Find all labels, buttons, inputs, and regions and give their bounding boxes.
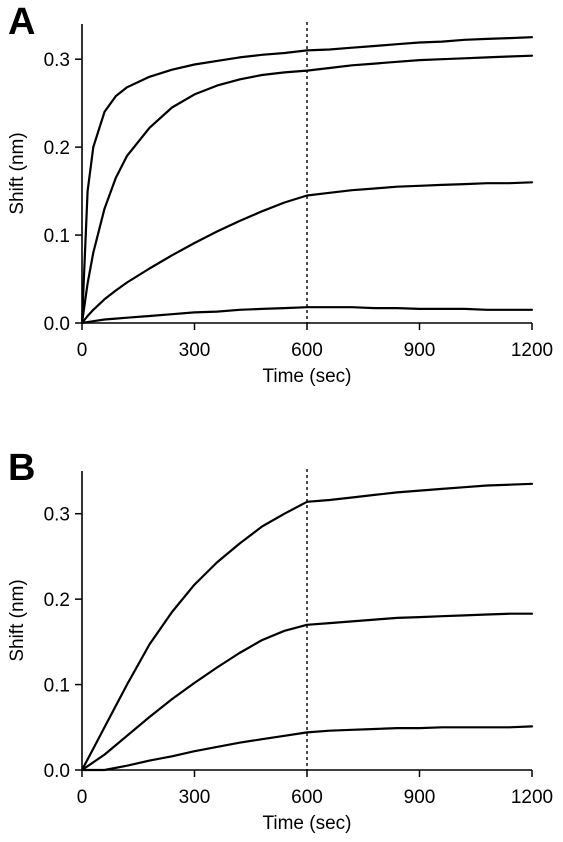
panel-a-x-tick-label: 600 (291, 340, 323, 361)
panel-b-series-3-line (80, 725, 534, 772)
panel-a-y-tick-label: 0.3 (44, 50, 70, 71)
panel-a-x-axis-title: Time (sec) (262, 366, 351, 387)
panel-b-x-tick-label: 300 (179, 787, 211, 808)
panel-b-x-tick-label: 0 (77, 787, 88, 808)
panel-b-series-2-line (80, 612, 534, 772)
panel-a-x-tick-label: 300 (179, 340, 211, 361)
panel-a-x-tick-label: 1200 (511, 340, 553, 361)
panel-a-y-tick-label: 0.0 (44, 314, 70, 335)
panel-a-series-3-line (80, 181, 534, 325)
panel-b-y-tick-label: 0.0 (44, 761, 70, 782)
panel-a-series-4-line (80, 306, 534, 325)
panel-a-y-axis-title: Shift (nm) (7, 132, 28, 214)
panel-b-y-axis-title: Shift (nm) (7, 579, 28, 661)
panel-b-y-tick-label: 0.1 (44, 676, 70, 697)
panel-a-chart: A 0.0 0.1 0.2 0.3 0 300 600 900 1200 Time (sec) Sh… (7, 1, 553, 387)
panel-a-letter: A (8, 1, 35, 43)
panel-b-series-1-line (80, 482, 534, 772)
panel-a-series-1-line (80, 36, 534, 325)
panel-b-y-tick-label: 0.2 (44, 590, 70, 611)
panel-a-y-tick-label: 0.2 (44, 138, 70, 159)
panel-a-x-tick-label: 900 (404, 340, 436, 361)
panel-b-x-tick-label: 1200 (511, 787, 553, 808)
panel-a-series-2-line (80, 54, 534, 325)
panel-a-y-tick-label: 0.1 (44, 226, 70, 247)
panel-b-x-tick-label: 600 (291, 787, 323, 808)
panel-b-chart: B 0.0 0.1 0.2 0.3 0 300 600 900 1200 Time (sec) Sh… (7, 447, 553, 834)
panel-b-y-tick-label: 0.3 (44, 505, 70, 526)
panel-a-x-tick-label: 0 (77, 340, 88, 361)
panel-b-x-tick-label: 900 (404, 787, 436, 808)
panel-b-x-axis-title: Time (sec) (262, 813, 351, 834)
panel-b-letter: B (8, 447, 35, 489)
